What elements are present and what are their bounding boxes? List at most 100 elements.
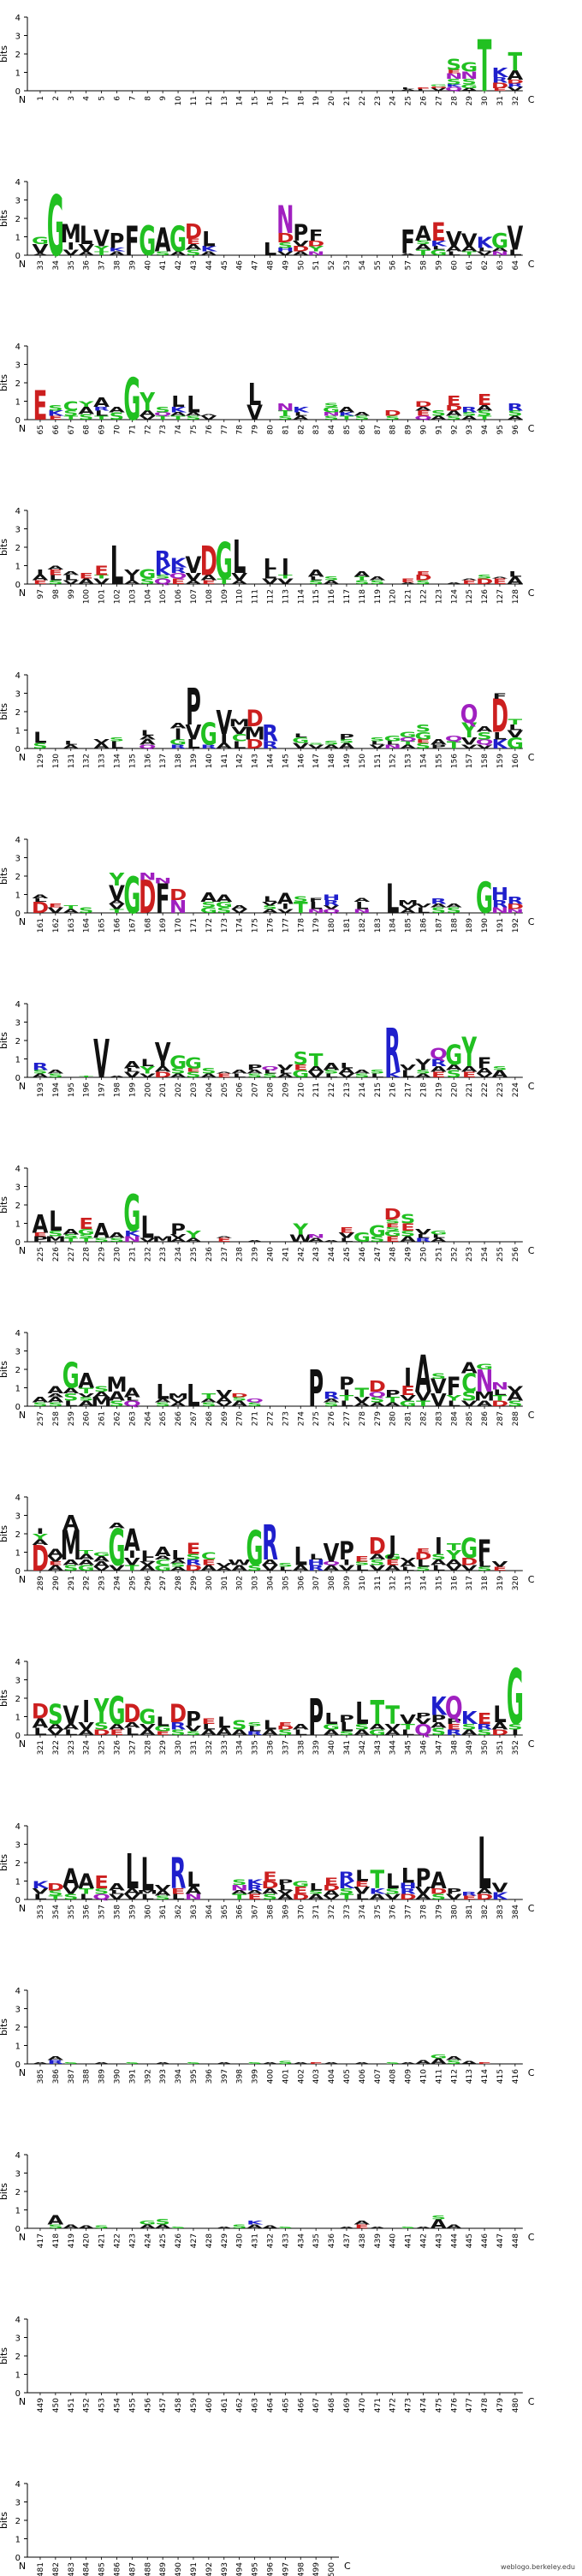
y-tick-label: 4 [15, 507, 21, 516]
position-label: 345 [405, 1740, 413, 1755]
residue-letter: A [216, 1396, 233, 1404]
position-label: 30 [481, 96, 490, 106]
residue-letter: E [217, 1237, 231, 1243]
residue-letter: Y [140, 388, 156, 417]
residue-letter: V [477, 1073, 493, 1079]
position-label: 332 [205, 1740, 214, 1755]
residue-letter: A [293, 415, 309, 421]
residue-letter: E [478, 1710, 492, 1728]
residue-letter: G [216, 901, 233, 909]
y-axis-label: bits [0, 703, 9, 720]
residue-letter: T [355, 576, 370, 582]
residue-letter: S [48, 1698, 63, 1731]
residue-letter: L [187, 391, 200, 418]
position-label: 83 [312, 425, 321, 434]
position-label: 368 [266, 1905, 275, 1919]
position-label: 339 [312, 1740, 321, 1755]
residue-letter: L [447, 1399, 460, 1408]
residue-letter: A [415, 243, 432, 252]
residue-letter: R [415, 1237, 431, 1243]
residue-letter: S [508, 1399, 523, 1408]
residue-letter: L [126, 1726, 140, 1738]
residue-letter: A [384, 1402, 401, 1408]
residue-letter: P [339, 1537, 354, 1566]
residue-letter: V [47, 1728, 64, 1737]
residue-letter: A [47, 1070, 63, 1076]
position-label: 251 [435, 1247, 443, 1261]
position-label: 7 [128, 96, 137, 101]
position-label: 159 [496, 754, 505, 768]
residue-letter: A [109, 1231, 126, 1240]
position-label: 341 [343, 1740, 352, 1755]
residue-letter: A [369, 1723, 386, 1732]
residue-letter: A [324, 1728, 341, 1737]
residue-letter: M [106, 1373, 127, 1397]
residue-letter: L [64, 1728, 78, 1737]
position-label: 207 [252, 1082, 260, 1097]
residue-letter: V [47, 1555, 64, 1564]
position-label: 151 [374, 754, 383, 768]
residue-letter: D [430, 86, 447, 88]
residue-letter: S [170, 1067, 186, 1076]
position-label: 415 [496, 2069, 505, 2084]
residue-letter: S [385, 1226, 401, 1232]
position-label: 496 [266, 2562, 275, 2576]
residue-letter: G [154, 1725, 171, 1733]
residue-letter: E [416, 1548, 431, 1554]
position-label: 455 [128, 2398, 137, 2412]
c-terminus-label: C [528, 1245, 535, 1256]
position-label: 71 [128, 425, 137, 434]
residue-letter: S [416, 580, 431, 586]
residue-letter: E [171, 577, 186, 586]
residue-letter: G [216, 532, 233, 591]
residue-letter: K [293, 406, 310, 414]
residue-letter: V [170, 1398, 187, 1404]
residue-letter: A [186, 243, 203, 252]
residue-letter: P [186, 677, 201, 736]
residue-letter: V [277, 577, 294, 586]
position-label: 124 [450, 589, 459, 604]
residue-letter: E [324, 1875, 339, 1887]
n-terminus-label: N [19, 1081, 26, 1092]
residue-letter: A [353, 2061, 371, 2064]
residue-letter: A [124, 580, 140, 586]
position-label: 399 [252, 2069, 260, 2084]
residue-letter: A [431, 1237, 447, 1243]
residue-letter: A [461, 2060, 478, 2065]
residue-letter: Q [460, 701, 478, 730]
position-label: 208 [266, 1082, 275, 1097]
n-terminus-label: N [19, 1738, 26, 1750]
position-label: 255 [496, 1247, 505, 1261]
residue-letter: A [507, 575, 523, 587]
position-label: 487 [128, 2562, 137, 2576]
residue-letter: S [401, 2226, 416, 2228]
residue-letter: S [186, 1553, 201, 1561]
position-label: 418 [52, 2233, 61, 2248]
position-label: 452 [83, 2398, 92, 2412]
c-terminus-label: C [528, 752, 535, 763]
y-axis-label: bits [0, 2183, 9, 2200]
residue-letter: D [169, 1700, 187, 1729]
position-label: 5 [98, 96, 107, 101]
residue-letter: E [447, 1723, 461, 1732]
position-label: 443 [435, 2233, 443, 2248]
residue-letter: V [78, 1720, 94, 1732]
residue-letter: V [93, 1029, 110, 1090]
position-label: 289 [37, 1576, 45, 1590]
position-label: 193 [37, 1082, 45, 1097]
residue-letter: G [353, 1230, 371, 1245]
residue-letter: N [276, 200, 294, 243]
residue-letter: R [324, 1389, 340, 1401]
position-label: 231 [128, 1247, 137, 1261]
residue-letter: L [126, 1397, 140, 1403]
residue-letter: S [339, 1731, 354, 1737]
position-label: 292 [83, 1576, 92, 1590]
residue-letter: A [78, 251, 94, 257]
position-label: 19 [312, 96, 321, 106]
residue-letter: A [78, 1869, 94, 1893]
position-label: 252 [450, 1247, 459, 1261]
y-axis-label: bits [0, 2018, 9, 2036]
position-label: 185 [405, 918, 413, 933]
